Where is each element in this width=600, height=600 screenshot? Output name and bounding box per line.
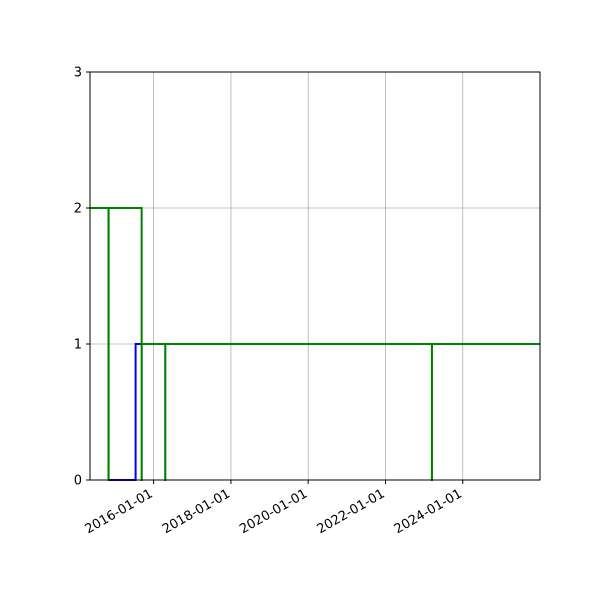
y-tick-label-2: 2 <box>74 202 82 217</box>
plot-frame <box>89 71 541 481</box>
series-line-1 <box>90 207 540 481</box>
y-tick-label-0: 0 <box>74 474 82 489</box>
y-tick-label-3: 3 <box>74 66 82 81</box>
x-tick-label-4: 2024-01-01 <box>392 486 465 537</box>
x-tick-label-1: 2018-01-01 <box>160 486 233 537</box>
y-tick-label-1: 1 <box>74 338 82 353</box>
x-tick-label-3: 2022-01-01 <box>315 486 388 537</box>
x-tick-label-0: 2016-01-01 <box>83 486 156 537</box>
x-tick-label-2: 2020-01-01 <box>237 486 310 537</box>
